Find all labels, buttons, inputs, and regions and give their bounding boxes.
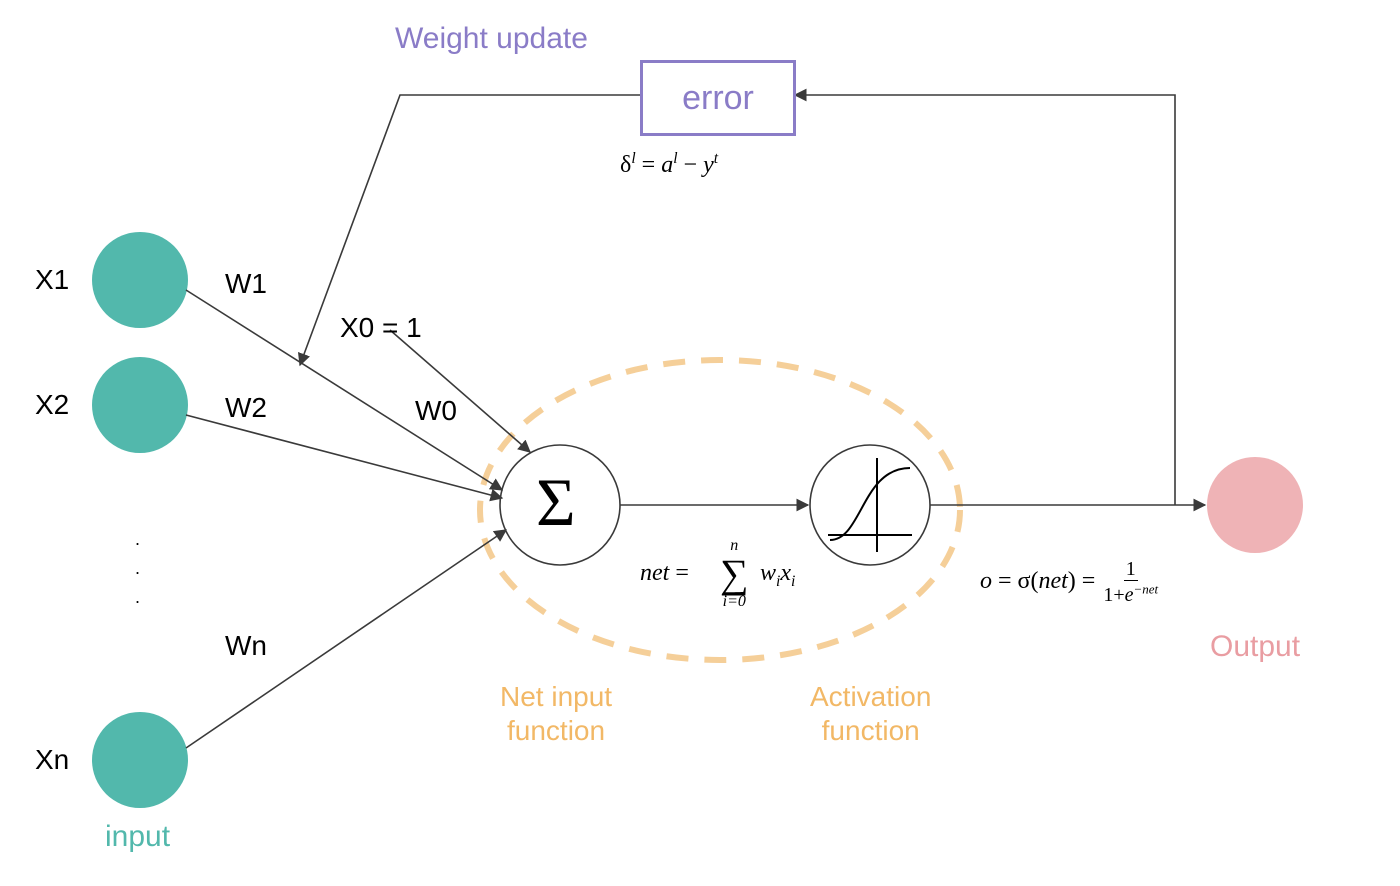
- formula-net-prefix: net =: [640, 560, 689, 587]
- input-node-x2: [92, 357, 188, 453]
- label-x0: X0 = 1: [340, 312, 422, 344]
- label-activation-fn: Activationfunction: [810, 680, 931, 747]
- formula-output: o = σ(net) = 11+e−net: [980, 558, 1160, 607]
- label-x1: X1: [35, 264, 69, 296]
- label-w0: W0: [415, 395, 457, 427]
- error-box: error: [640, 60, 796, 136]
- formula-net-body: wixi: [760, 560, 795, 591]
- label-x2: X2: [35, 389, 69, 421]
- error-box-label: error: [682, 79, 754, 118]
- formula-error: δl = al − yt: [620, 150, 718, 179]
- label-wn: Wn: [225, 630, 267, 662]
- label-net-input-fn: Net inputfunction: [500, 680, 612, 747]
- label-w2: W2: [225, 392, 267, 424]
- output-node: [1207, 457, 1303, 553]
- label-xn: Xn: [35, 744, 69, 776]
- edge-output-error: [795, 95, 1175, 505]
- input-node-x1: [92, 232, 188, 328]
- activation-node: [810, 445, 930, 565]
- edge-x0-sum: [390, 330, 530, 452]
- ellipsis-dots: ...: [135, 525, 140, 611]
- input-node-xn: [92, 712, 188, 808]
- label-output: Output: [1210, 630, 1300, 664]
- label-input: input: [105, 820, 170, 854]
- edge-x2-sum: [186, 415, 502, 498]
- sigma-symbol: Σ: [536, 468, 576, 536]
- label-weight-update: Weight update: [395, 22, 588, 56]
- formula-net-sum: n ∑ i=0: [720, 538, 749, 610]
- label-w1: W1: [225, 268, 267, 300]
